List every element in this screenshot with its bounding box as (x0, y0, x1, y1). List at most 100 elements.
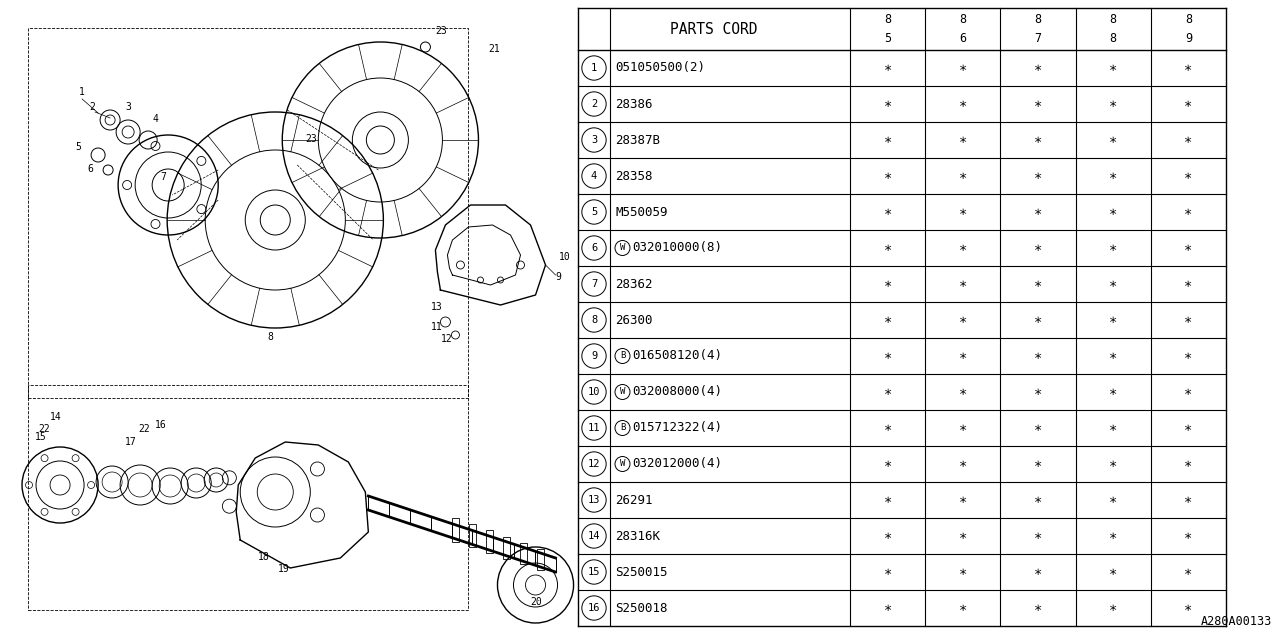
Text: ∗: ∗ (1108, 385, 1117, 399)
Text: ∗: ∗ (959, 385, 966, 399)
Text: ∗: ∗ (1034, 601, 1042, 615)
Text: 10: 10 (588, 387, 600, 397)
Text: ∗: ∗ (1034, 61, 1042, 75)
Text: 3: 3 (591, 135, 598, 145)
Text: M550059: M550059 (614, 205, 667, 218)
Text: 28387B: 28387B (614, 134, 660, 147)
Text: ∗: ∗ (959, 313, 966, 327)
Text: A280A00133: A280A00133 (1201, 615, 1272, 628)
Text: 28386: 28386 (614, 97, 653, 111)
Text: S250018: S250018 (614, 602, 667, 614)
Text: ∗: ∗ (1034, 313, 1042, 327)
Text: 7: 7 (160, 172, 166, 182)
Text: ∗: ∗ (883, 277, 892, 291)
Text: ∗: ∗ (1184, 169, 1193, 183)
Text: ∗: ∗ (1184, 277, 1193, 291)
Text: ∗: ∗ (1184, 313, 1193, 327)
Text: ∗: ∗ (883, 493, 892, 507)
Text: 6: 6 (591, 243, 598, 253)
Text: 032012000(4): 032012000(4) (632, 458, 722, 470)
Text: ∗: ∗ (1108, 493, 1117, 507)
Text: ∗: ∗ (1108, 61, 1117, 75)
Bar (452, 518, 460, 542)
Text: ∗: ∗ (1184, 385, 1193, 399)
Text: 16: 16 (155, 420, 166, 430)
Text: ∗: ∗ (1184, 529, 1193, 543)
Text: 1: 1 (591, 63, 598, 73)
Text: 9: 9 (591, 351, 598, 361)
Text: 5: 5 (884, 32, 891, 45)
Text: 15: 15 (588, 567, 600, 577)
Text: ∗: ∗ (1108, 349, 1117, 363)
Text: ∗: ∗ (1034, 133, 1042, 147)
Text: ∗: ∗ (959, 205, 966, 219)
Text: ∗: ∗ (959, 601, 966, 615)
Text: 8: 8 (1034, 13, 1042, 26)
Text: ∗: ∗ (1108, 565, 1117, 579)
Text: ∗: ∗ (883, 313, 892, 327)
Text: ∗: ∗ (1108, 97, 1117, 111)
Text: ∗: ∗ (959, 421, 966, 435)
Text: 4: 4 (591, 171, 598, 181)
Text: ∗: ∗ (1184, 493, 1193, 507)
Text: ∗: ∗ (883, 241, 892, 255)
Text: 14: 14 (588, 531, 600, 541)
Text: 6: 6 (87, 164, 93, 174)
Text: ∗: ∗ (1034, 565, 1042, 579)
Text: 15: 15 (35, 432, 47, 442)
Text: ∗: ∗ (883, 169, 892, 183)
Text: ∗: ∗ (1184, 421, 1193, 435)
Text: 22: 22 (38, 424, 50, 434)
Text: ∗: ∗ (959, 529, 966, 543)
Text: 4: 4 (152, 114, 159, 124)
Text: 11: 11 (430, 322, 442, 332)
Text: 26291: 26291 (614, 493, 653, 506)
Bar (468, 524, 476, 547)
Text: ∗: ∗ (883, 601, 892, 615)
Text: ∗: ∗ (1034, 349, 1042, 363)
Text: ∗: ∗ (1034, 529, 1042, 543)
Text: 8: 8 (1110, 13, 1116, 26)
Text: 13: 13 (430, 302, 442, 312)
Text: ∗: ∗ (1034, 205, 1042, 219)
Text: 032008000(4): 032008000(4) (632, 385, 722, 399)
Text: ∗: ∗ (1108, 457, 1117, 471)
Text: ∗: ∗ (1184, 349, 1193, 363)
Text: W: W (620, 243, 625, 253)
Text: ∗: ∗ (883, 133, 892, 147)
Text: 8: 8 (884, 13, 891, 26)
Text: 9: 9 (556, 272, 562, 282)
Text: 11: 11 (588, 423, 600, 433)
Text: 20: 20 (530, 597, 543, 607)
Text: 5: 5 (76, 142, 81, 152)
Bar (538, 549, 544, 570)
Text: 26300: 26300 (614, 314, 653, 326)
Bar (520, 543, 527, 564)
Text: ∗: ∗ (883, 529, 892, 543)
Text: ∗: ∗ (883, 61, 892, 75)
Text: ∗: ∗ (883, 349, 892, 363)
Text: ∗: ∗ (1184, 97, 1193, 111)
Text: 28362: 28362 (614, 278, 653, 291)
Text: 23: 23 (435, 26, 447, 36)
Text: ∗: ∗ (1034, 421, 1042, 435)
Text: S250015: S250015 (614, 566, 667, 579)
Text: ∗: ∗ (959, 493, 966, 507)
Text: 21: 21 (489, 44, 500, 54)
Text: 7: 7 (1034, 32, 1042, 45)
Text: W: W (620, 387, 625, 397)
Text: ∗: ∗ (959, 349, 966, 363)
Text: ∗: ∗ (1108, 601, 1117, 615)
Text: ∗: ∗ (959, 565, 966, 579)
Text: ∗: ∗ (1184, 61, 1193, 75)
Text: ∗: ∗ (959, 457, 966, 471)
Text: 2: 2 (90, 102, 95, 112)
Text: ∗: ∗ (1108, 313, 1117, 327)
Text: ∗: ∗ (959, 277, 966, 291)
Text: 18: 18 (259, 552, 270, 562)
Text: ∗: ∗ (1034, 241, 1042, 255)
Text: ∗: ∗ (883, 421, 892, 435)
Text: ∗: ∗ (1108, 133, 1117, 147)
Text: ∗: ∗ (959, 97, 966, 111)
Text: ∗: ∗ (1108, 277, 1117, 291)
